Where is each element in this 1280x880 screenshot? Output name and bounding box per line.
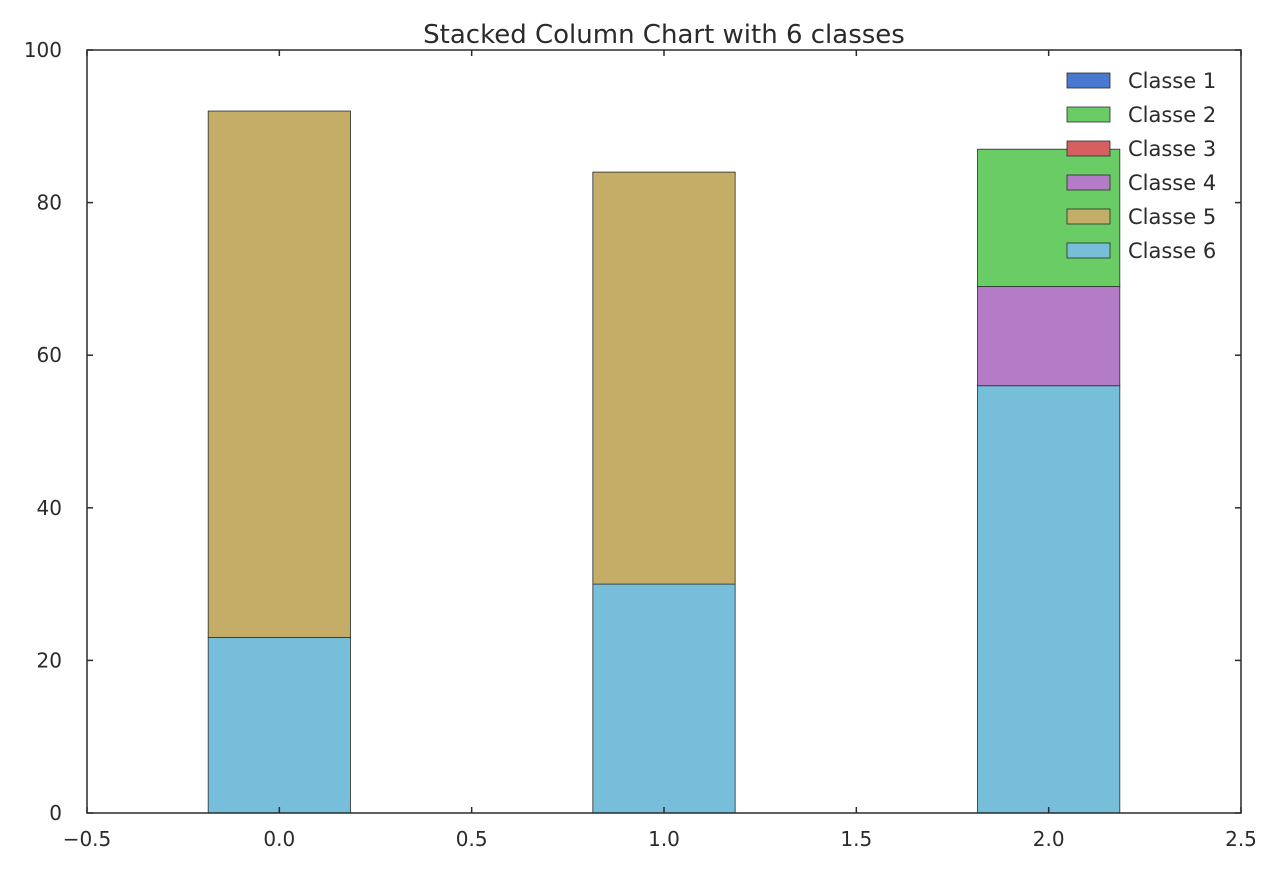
legend-item-classe-4: Classe 4 xyxy=(1066,171,1216,195)
legend-label: Classe 6 xyxy=(1128,239,1216,263)
y-tick-label: 20 xyxy=(37,648,62,672)
legend-swatch xyxy=(1066,72,1111,89)
legend-item-classe-2: Classe 2 xyxy=(1066,103,1216,127)
y-tick-label: 40 xyxy=(37,496,62,520)
legend-item-classe-6: Classe 6 xyxy=(1066,239,1216,263)
legend-swatch xyxy=(1066,106,1111,123)
y-tick-label: 0 xyxy=(49,801,62,825)
bar-classe-6-x0 xyxy=(207,637,351,814)
bar-classe-5-x1 xyxy=(592,171,736,585)
ticks-layer: −0.5 0.0 0.5 1.0 1.5 2.0 2.5 0 20 40 60 80 100 xyxy=(24,38,1257,851)
legend-label: Classe 3 xyxy=(1128,137,1216,161)
legend-label: Classe 1 xyxy=(1128,69,1216,93)
x-tick-label: 0.5 xyxy=(456,827,488,851)
bar-classe-5-x0 xyxy=(207,110,351,638)
legend-item-classe-5: Classe 5 xyxy=(1066,205,1216,229)
x-tick-label: 2.0 xyxy=(1033,827,1065,851)
x-tick-label: −0.5 xyxy=(63,827,112,851)
y-tick-label: 100 xyxy=(24,38,62,62)
bar-classe-6-x2 xyxy=(977,385,1121,814)
x-tick-label: 1.0 xyxy=(648,827,680,851)
legend-swatch xyxy=(1066,140,1111,157)
bar-classe-6-x1 xyxy=(592,583,736,814)
legend-swatch xyxy=(1066,242,1111,259)
legend-swatch xyxy=(1066,174,1111,191)
y-tick-label: 80 xyxy=(37,191,62,215)
x-tick-label: 1.5 xyxy=(840,827,872,851)
legend: Classe 1 Classe 2 Classe 3 Classe 4 Classe 5… xyxy=(1066,69,1216,263)
legend-label: Classe 4 xyxy=(1128,171,1216,195)
legend-item-classe-1: Classe 1 xyxy=(1066,69,1216,93)
x-tick-label: 2.5 xyxy=(1225,827,1257,851)
legend-swatch xyxy=(1066,208,1111,225)
legend-label: Classe 2 xyxy=(1128,103,1216,127)
y-tick-label: 60 xyxy=(37,343,62,367)
bars-layer xyxy=(207,110,1121,814)
legend-item-classe-3: Classe 3 xyxy=(1066,137,1216,161)
bar-classe-4-x2 xyxy=(977,286,1121,387)
chart-title: Stacked Column Chart with 6 classes xyxy=(423,20,905,50)
legend-label: Classe 5 xyxy=(1128,205,1216,229)
x-tick-label: 0.0 xyxy=(263,827,295,851)
